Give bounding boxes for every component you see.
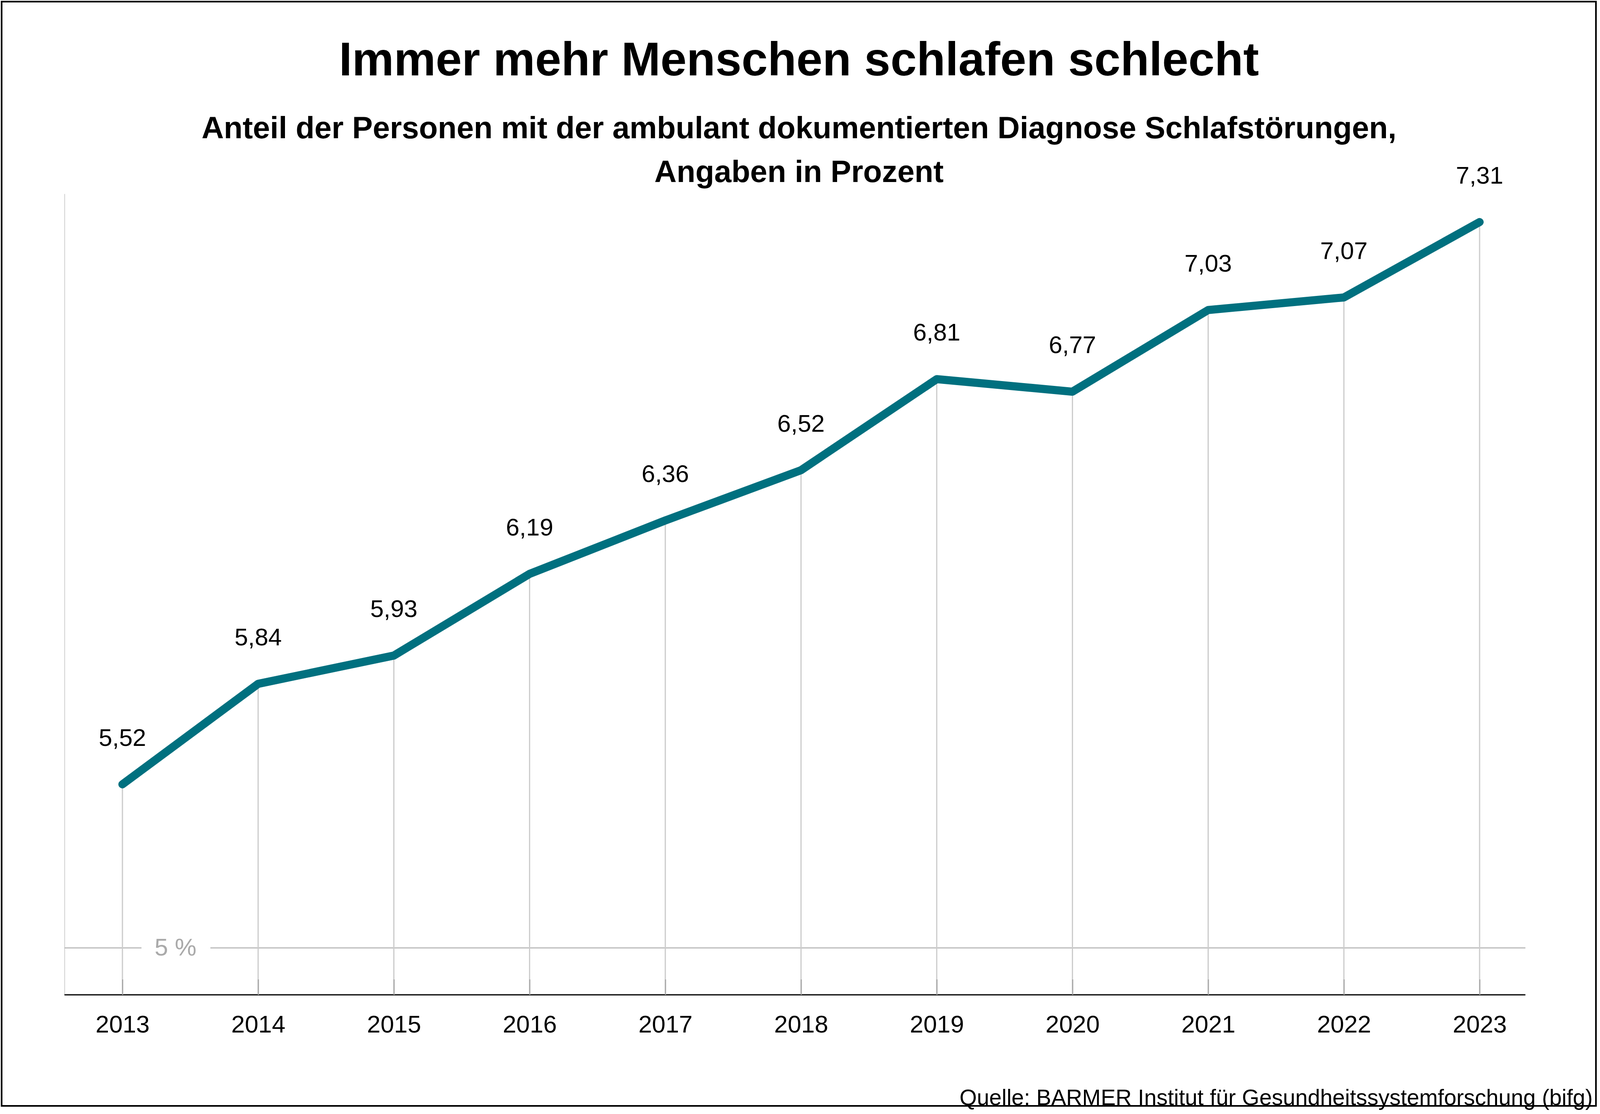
x-tick: 2018 [774,979,829,1038]
drop-line [664,520,667,995]
x-tick: 2015 [366,979,421,1038]
data-label: 6,19 [505,513,554,541]
x-tick-mark [529,979,531,995]
x-tick-label: 2022 [1317,1010,1371,1038]
data-label: 6,77 [1048,331,1097,359]
data-label: 6,36 [641,460,690,488]
line [122,222,1480,785]
y-axis-line [64,194,66,996]
x-tick-mark [1072,979,1074,995]
x-tick: 2016 [502,979,557,1038]
x-tick-mark [257,979,260,995]
x-tick: 2013 [95,979,150,1038]
x-tick-mark [393,979,395,995]
drop-line [393,655,395,995]
x-tick-label: 2021 [1181,1010,1236,1038]
title: Immer mehr Menschen schlafen schlecht [338,32,1259,86]
frame [1,1,1596,1106]
x-tick-label: 2013 [95,1010,150,1038]
data-label: 6,52 [777,409,825,437]
drop-line [529,574,531,995]
x-tick-label: 2015 [366,1010,421,1038]
label-background [141,933,211,963]
data-label: 5,93 [370,595,418,623]
drop-line [936,379,938,995]
grid-line [64,947,1526,949]
drop-line [257,683,259,995]
x-axis: 2013 2014 2015 2016 2017 2018 2019 2020 2021 2022… [64,979,1526,1038]
drop-line [1479,222,1481,995]
data-label: 7,03 [1184,249,1232,277]
x-tick: 2017 [638,979,693,1038]
x-tick-mark [800,979,802,995]
drop-line [800,470,802,995]
x-tick: 2020 [1045,979,1100,1038]
x-tick-label: 2020 [1045,1010,1100,1038]
x-tick-label: 2017 [638,1010,693,1038]
x-tick: 2021 [1181,979,1236,1038]
data-label: 5,84 [234,623,282,651]
x-tick: 2014 [231,979,286,1038]
x-tick: 2019 [910,979,964,1038]
data-label: 5,52 [98,723,147,752]
source: Quelle: BARMER Institut für Gesundheitss… [959,1084,1593,1110]
subtitle: Angaben in Prozent [654,154,944,189]
x-tick-mark [936,979,938,995]
data-label: 7,31 [1456,161,1504,189]
x-tick-mark [1479,979,1481,995]
x-tick-mark [1207,979,1209,995]
y-axis: 5 % [64,194,1526,996]
x-tick-label: 2023 [1452,1010,1507,1038]
drop-line [1071,391,1074,995]
x-tick-label: 2016 [502,1010,557,1038]
chart: Immer mehr Menschen schlafen schlecht Ant… [0,0,1600,1114]
drop-line [1343,297,1345,995]
x-tick-mark [122,979,124,995]
x-axis-line [64,994,1526,996]
x-tick: 2023 [1452,979,1507,1038]
subtitle: Anteil der Personen mit der ambulant dok… [201,110,1397,145]
data-label: 7,07 [1320,237,1368,265]
x-tick: 2022 [1317,979,1371,1038]
data-labels: 5,52 5,84 5,93 6,19 6,36 6,52 6,81 6,77 7,03 7,07… [98,161,1504,752]
x-tick-label: 2018 [774,1010,829,1038]
y-tick-label: 5 % [154,933,197,961]
x-tick-label: 2019 [910,1010,964,1038]
plot-area [122,222,1480,995]
drop-line [122,784,124,995]
x-tick-mark [664,979,667,995]
data-label: 6,81 [912,318,961,346]
x-tick-label: 2014 [231,1010,286,1038]
x-tick-mark [1343,979,1345,995]
y-tick: 5 % [64,933,1526,963]
drop-line [1207,310,1209,995]
